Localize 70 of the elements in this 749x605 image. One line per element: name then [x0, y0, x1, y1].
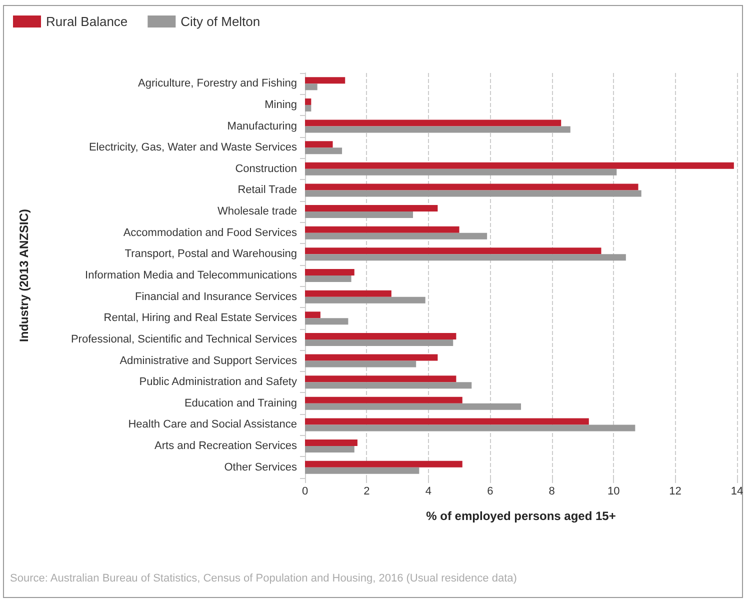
y-tick-label: Other Services	[224, 461, 298, 474]
bar	[305, 148, 342, 154]
legend-label: Rural Balance	[46, 14, 128, 29]
bar	[305, 205, 438, 212]
bar	[305, 318, 348, 325]
bar	[305, 212, 413, 218]
y-tick-label: Administrative and Support Services	[120, 354, 298, 367]
bar	[305, 126, 570, 133]
bar	[305, 84, 318, 90]
bar	[305, 460, 462, 468]
bar	[305, 190, 642, 197]
y-tick-label: Professional, Scientific and Technical Services	[70, 333, 298, 346]
y-tick-label: Retail Trade	[238, 184, 297, 196]
bar	[305, 424, 636, 432]
y-tick-label: Mining	[264, 98, 297, 111]
y-tick-label: Agriculture, Forestry and Fishing	[138, 78, 297, 90]
bar	[305, 296, 426, 304]
x-tick-label: 6	[487, 486, 494, 498]
bar	[305, 312, 320, 318]
bar	[305, 184, 638, 190]
x-tick-label: 4	[425, 486, 432, 498]
y-tick-label: Education and Training	[184, 397, 297, 410]
y-tick-label: Health Care and Social Assistance	[128, 418, 297, 431]
y-tick-label: Financial and Insurance Services	[134, 290, 298, 303]
x-tick-label: 2	[364, 486, 370, 498]
bar	[305, 403, 521, 410]
bar	[305, 467, 420, 474]
y-tick-label: Wholesale trade	[218, 206, 297, 218]
x-tick-label: 8	[548, 486, 555, 498]
source-note: Source: Australian Bureau of Statistics, Census of Population and Housing, 2016 (Usual residence data)	[10, 572, 517, 584]
bar	[305, 332, 456, 340]
bar	[305, 77, 346, 84]
bar	[305, 290, 392, 297]
bar	[305, 269, 354, 276]
bar	[305, 446, 354, 453]
bar	[305, 418, 589, 425]
bar	[305, 376, 456, 382]
bar	[305, 141, 333, 148]
y-axis-title: Industry (2013 ANZSIC)	[17, 209, 31, 342]
bar	[305, 354, 438, 361]
bar	[305, 276, 352, 282]
bar	[305, 360, 416, 368]
bar	[305, 104, 312, 112]
bar	[305, 440, 358, 446]
y-tick-label: Rental, Hiring and Real Estate Services	[104, 312, 298, 324]
bar	[305, 226, 460, 233]
x-tick-label: 0	[302, 486, 308, 498]
y-tick-label: Manufacturing	[227, 120, 297, 132]
x-tick-label: 12	[669, 486, 682, 498]
legend-label: City of Melton	[180, 14, 260, 29]
y-tick-label: Public Administration and Safety	[139, 376, 298, 388]
x-axis-title: % of employed persons aged 15+	[426, 509, 616, 523]
bar	[305, 382, 472, 389]
bar	[305, 339, 454, 346]
x-tick-label: 10	[607, 486, 620, 498]
bar	[305, 120, 562, 126]
bar	[305, 232, 488, 240]
bar	[305, 162, 734, 169]
bar	[305, 396, 462, 404]
y-tick-label: Information Media and Telecommunications	[85, 270, 298, 282]
y-tick-label: Arts and Recreation Services	[154, 440, 298, 452]
bar	[305, 98, 312, 105]
bar	[305, 168, 617, 176]
y-tick-label: Accommodation and Food Services	[123, 226, 298, 239]
y-tick-label: Electricity, Gas, Water and Waste Services	[88, 142, 298, 154]
y-tick-label: Construction	[235, 162, 297, 175]
bar	[305, 254, 626, 261]
bar	[305, 248, 602, 254]
y-tick-label: Transport, Postal and Warehousing	[124, 248, 297, 260]
x-tick-label: 14	[730, 486, 744, 498]
